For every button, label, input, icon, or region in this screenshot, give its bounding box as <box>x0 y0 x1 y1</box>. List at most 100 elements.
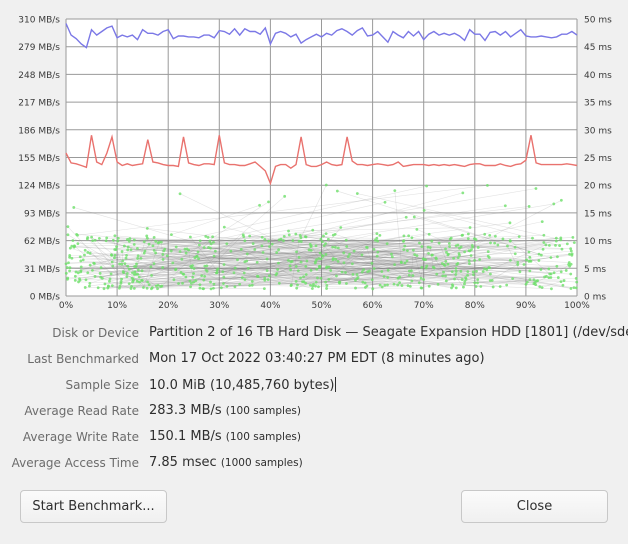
access-seek-line <box>199 250 408 289</box>
access-time-point <box>488 233 492 237</box>
access-time-point <box>425 184 429 188</box>
read-rate-row: Average Read Rate 283.3 MB/s (100 sample… <box>0 401 628 423</box>
access-time-point <box>415 254 419 258</box>
access-time-point <box>88 251 92 255</box>
write-rate-samples: (100 samples) <box>225 431 301 443</box>
access-time-point <box>331 245 335 249</box>
access-time-point <box>73 278 77 282</box>
access-time-point <box>560 247 564 251</box>
access-time-point <box>204 268 208 272</box>
access-time-point <box>386 276 390 279</box>
access-time-point <box>242 271 246 275</box>
access-time-point <box>436 282 440 286</box>
access-time-point <box>265 269 269 273</box>
access-time-point <box>206 235 210 239</box>
x-tick-label: 100% <box>564 301 590 311</box>
close-button[interactable]: Close <box>461 490 608 523</box>
access-time-point <box>372 247 376 251</box>
access-time-point <box>558 244 562 247</box>
access-time-point <box>250 280 254 283</box>
access-time-point <box>282 234 286 238</box>
access-seek-line <box>432 254 444 273</box>
access-time-point <box>404 215 408 219</box>
access-time-point <box>251 242 255 246</box>
access-time-point <box>131 278 135 281</box>
access-seek-line <box>213 250 572 289</box>
access-seek-line <box>193 268 236 288</box>
access-seek-line <box>120 271 382 284</box>
access-time-point <box>463 250 467 254</box>
access-time-point <box>517 235 521 239</box>
access-time-point <box>136 272 140 276</box>
access-seek-line <box>290 254 572 286</box>
access-time-point <box>287 229 290 233</box>
access-time-point <box>527 250 531 254</box>
access-time-point <box>476 278 480 281</box>
access-time-point <box>151 244 155 248</box>
access-time-point <box>208 239 212 243</box>
access-time-point <box>486 254 490 258</box>
access-seek-line <box>319 227 342 254</box>
access-time-point <box>448 245 451 248</box>
access-time-point <box>464 276 468 280</box>
start-benchmark-button[interactable]: Start Benchmark... <box>20 490 167 523</box>
access-time-point <box>342 261 346 265</box>
access-time-point <box>446 252 450 256</box>
y-tick-label-right: 50 ms <box>584 16 612 26</box>
access-time-point <box>275 251 279 254</box>
access-time-point <box>265 257 269 261</box>
access-time-point <box>319 237 323 241</box>
access-time-point <box>483 232 487 236</box>
access-time-point <box>157 240 161 244</box>
access-time-point <box>150 286 154 290</box>
access-time-point <box>64 271 68 275</box>
access-seek-line <box>92 240 293 271</box>
access-time-point <box>435 272 439 276</box>
access-time-point <box>240 276 244 280</box>
access-time-point <box>444 247 447 251</box>
access-time-point <box>441 274 445 278</box>
access-time-point <box>203 264 207 268</box>
access-time-point <box>322 244 326 248</box>
access-time-point <box>419 286 423 290</box>
access-time-point <box>143 249 147 253</box>
access-seek-line <box>138 255 535 284</box>
access-seek-line <box>352 259 426 275</box>
access-time-point <box>255 274 259 278</box>
access-time-point <box>572 286 576 290</box>
access-seek-line <box>295 233 422 247</box>
read-rate-line <box>65 23 578 49</box>
access-time-point <box>527 205 531 208</box>
access-time-point <box>467 249 471 253</box>
access-time-point <box>559 198 563 202</box>
access-time-point <box>455 263 459 266</box>
access-seek-line <box>244 240 460 249</box>
access-time-point <box>468 262 471 266</box>
access-time-point <box>431 265 435 269</box>
access-seek-line <box>446 270 477 282</box>
access-time-point <box>189 281 193 285</box>
access-time-point <box>508 258 512 262</box>
access-time-point <box>135 262 138 266</box>
access-time-point <box>380 285 384 289</box>
access-time-point <box>574 276 578 280</box>
access-seek-line <box>147 228 549 278</box>
sample-size-value-wrap[interactable]: 10.0 MiB (10,485,760 bytes) <box>149 377 337 393</box>
access-time-point <box>329 269 333 272</box>
access-seek-line <box>249 235 418 256</box>
access-time-point <box>335 189 339 193</box>
access-seek-line <box>135 274 385 286</box>
access-time-point <box>267 274 271 278</box>
access-time-point <box>270 242 274 246</box>
access-time-point <box>190 266 194 270</box>
access-time-point <box>121 270 125 273</box>
access-seek-line <box>143 242 160 288</box>
access-time-point <box>108 277 112 281</box>
sample-size-value: 10.0 MiB (10,485,760 bytes) <box>149 378 335 393</box>
access-time-point <box>324 242 327 246</box>
access-time-point <box>334 257 338 261</box>
access-time-point <box>132 243 136 246</box>
y-tick-label-left: 186 MB/s <box>18 126 60 136</box>
access-seek-line <box>393 280 538 285</box>
access-time-point <box>360 253 364 257</box>
